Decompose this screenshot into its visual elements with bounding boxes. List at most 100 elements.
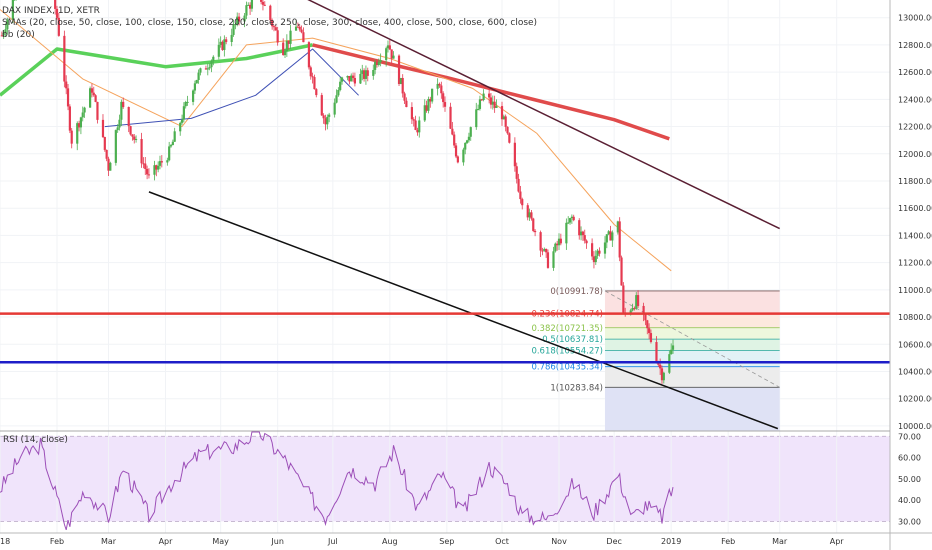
candle-body [57,17,60,36]
candle-body [565,222,568,244]
time-tick-label: Feb [50,537,64,546]
fib-zone [604,387,780,432]
candle-body [144,163,147,169]
price-tick-label: 10200.00 [898,395,932,404]
candle-body [622,285,625,313]
candle-body [153,165,156,175]
time-tick-label: May [212,537,229,546]
price-tick-label: 11400.00 [898,231,932,240]
candle-body [546,252,550,268]
candle-body [11,0,14,20]
rsi-pane: RSI (14, close) [0,431,674,531]
candle-body [530,212,533,219]
candle-body [89,88,92,108]
candle-body [491,101,494,105]
candle-body [478,99,482,109]
candle-body [90,88,94,93]
candle-body [245,5,248,16]
candle-body [583,235,586,241]
candle-body [307,42,311,68]
candle-body [662,372,665,381]
candle-body [454,145,458,157]
candle-body [351,75,355,78]
candle-body [436,83,439,89]
candle-body [289,30,292,44]
time-tick-label: Oct [495,537,509,546]
candle-body [223,39,226,50]
trendlines[interactable] [148,0,780,430]
candle-body [541,250,544,252]
candle-body [526,205,529,218]
candle-body [269,5,272,21]
candle-body [385,48,388,61]
candle-body [54,0,57,9]
candle-body [504,116,507,127]
candle-body [55,8,59,18]
candle-body [467,136,471,141]
candle-body [660,368,664,381]
candle-body [296,26,299,28]
candle-body [482,93,485,101]
candle-body [0,35,3,37]
fib-level-label: 0.786(10435.34) [531,363,603,373]
fibonacci-retracement[interactable]: 0(10991.78)0.236(10824.74)0.382(10721.35… [531,287,780,432]
candle-body [294,26,298,31]
candle-body [6,19,9,30]
candle-body [618,221,621,258]
candle-body [629,310,632,314]
price-tick-label: 10600.00 [898,340,932,349]
candle-body [517,178,520,192]
candle-body [333,102,336,115]
price-tick-label: 10400.00 [898,367,932,376]
candle-body [140,138,143,164]
candle-body [287,40,290,44]
candle-body [570,216,573,219]
candle-body [649,333,653,343]
candle-body [429,98,432,102]
price-tick-label: 12000.00 [898,150,932,159]
trendline [148,191,779,430]
candle-body [2,32,5,36]
candle-body [191,90,195,102]
time-tick-label: Apr [830,537,845,546]
candle-body [451,128,454,135]
time-tick-label: Mar [101,537,117,546]
bb-legend[interactable]: bb (20) [2,30,35,40]
candle-body [556,243,559,246]
candle-body [598,250,601,254]
candle-body [438,83,441,86]
candle-body [197,72,200,81]
candle-body [131,134,134,137]
candle-body [521,199,524,206]
candle-body [180,119,184,123]
trendline [307,0,780,230]
candle-body [410,107,414,120]
candle-body [579,231,583,236]
candle-body [155,165,158,170]
rsi-title: RSI (14, close) [3,435,68,445]
candle-body [158,161,162,166]
candle-body [146,168,149,175]
candle-body [350,75,353,82]
candle-body [659,364,662,369]
candle-body [210,60,213,68]
candle-body [559,238,562,244]
candle-body [416,129,419,133]
candle-body [591,243,594,257]
candle-body [348,75,351,82]
price-tick-label: 12600.00 [898,68,932,77]
candle-body [103,137,106,150]
candle-body [186,101,189,103]
candle-body [644,314,647,321]
price-tick-label: 10000.00 [898,422,932,431]
candle-body [440,85,443,94]
candle-body [320,95,323,116]
fib-level-label: 0.618(10554.27) [531,346,603,356]
candle-body [388,45,391,50]
rsi-tick-label: 50.00 [898,475,921,484]
sma-legend[interactable]: SMAs (20, close, 50, close, 100, close, … [2,18,538,28]
candle-body [120,101,123,120]
symbol-legend[interactable]: DAX INDEX, 1D, XETR [2,6,100,16]
